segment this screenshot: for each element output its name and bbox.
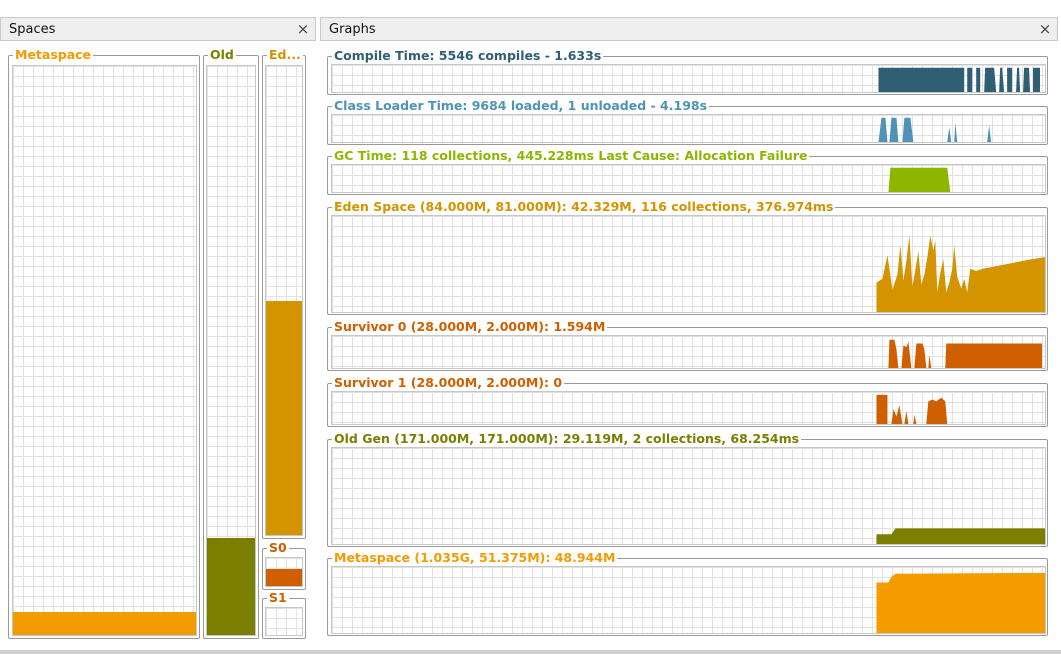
metaspace-chart (876, 572, 1045, 633)
metaspace-graph: Metaspace (1.035G, 51.375M): 48.944M (327, 550, 1048, 636)
survivor-1-chart (876, 394, 948, 424)
class-loader-plot (331, 114, 1046, 143)
old-space-label: Old (208, 47, 236, 63)
old-space-fill (207, 538, 255, 635)
eden-space-label: Ed... (267, 47, 303, 63)
old-gen-area (876, 528, 1045, 544)
eden-space-graph-plot (331, 215, 1046, 313)
gc-time-chart (888, 167, 951, 192)
survivor-1-area (876, 394, 948, 424)
gc-time-plot (331, 164, 1046, 193)
old-gen-graph: Old Gen (171.000M, 171.000M): 29.119M, 2… (327, 431, 1048, 547)
old-space-group: Old (203, 47, 259, 639)
survivor-0-plot (331, 335, 1046, 369)
metaspace-space-plot (12, 65, 197, 636)
class-loader-label: Class Loader Time: 9684 loaded, 1 unload… (332, 98, 710, 114)
class-loader-area (878, 117, 992, 142)
gc-time-label: GC Time: 118 collections, 445.228ms Last… (332, 148, 810, 164)
graphs-panel-header: Graphs × (320, 17, 1058, 41)
eden-space-graph-label: Eden Space (84.000M, 81.000M): 42.329M, … (332, 199, 836, 215)
class-loader-chart (878, 117, 992, 142)
s0-space-plot (265, 557, 303, 587)
compile-time-plot (331, 64, 1046, 93)
eden-space-graph: Eden Space (84.000M, 81.000M): 42.329M, … (327, 199, 1048, 315)
old-gen-label: Old Gen (171.000M, 171.000M): 29.119M, 2… (332, 431, 802, 447)
window-bottom-border (0, 650, 1061, 654)
old-space-plot (206, 65, 256, 636)
compile-time-chart (878, 67, 1041, 92)
spaces-panel-header: Spaces × (0, 17, 316, 41)
graphs-panel-title: Graphs (329, 21, 376, 37)
old-gen-plot (331, 447, 1046, 545)
metaspace-space-fill (13, 612, 196, 635)
metaspace-space-group: Metaspace (8, 47, 200, 639)
eden-space-fill (266, 300, 302, 535)
survivor-1-plot (331, 391, 1046, 425)
eden-space-chart (876, 235, 1045, 312)
s0-space-group: S0 (262, 540, 306, 590)
old-gen-chart (876, 528, 1045, 544)
s0-space-label: S0 (267, 540, 289, 556)
survivor-0-area (888, 339, 1043, 368)
s1-space-group: S1 (262, 590, 306, 639)
close-icon[interactable]: × (1038, 20, 1052, 38)
s1-space-plot (265, 607, 303, 636)
compile-time-graph: Compile Time: 5546 compiles - 1.633s (327, 48, 1048, 95)
close-icon[interactable]: × (296, 20, 310, 38)
metaspace-graph-label: Metaspace (1.035G, 51.375M): 48.944M (332, 550, 618, 566)
class-loader-graph: Class Loader Time: 9684 loaded, 1 unload… (327, 98, 1048, 145)
metaspace-space-label: Metaspace (13, 47, 94, 63)
spaces-panel-title: Spaces (9, 21, 56, 37)
eden-space-group: Ed... (262, 47, 306, 539)
survivor-0-graph: Survivor 0 (28.000M, 2.000M): 1.594M (327, 319, 1048, 371)
eden-space-plot (265, 65, 303, 536)
metaspace-area (876, 572, 1045, 633)
gc-time-area (888, 167, 951, 192)
compile-time-label: Compile Time: 5546 compiles - 1.633s (332, 48, 604, 64)
survivor-0-chart (888, 339, 1043, 368)
survivor-0-label: Survivor 0 (28.000M, 2.000M): 1.594M (332, 319, 608, 335)
s0-space-fill (266, 569, 302, 586)
survivor-1-graph: Survivor 1 (28.000M, 2.000M): 0 (327, 375, 1048, 427)
compile-time-area (878, 67, 1041, 92)
metaspace-graph-plot (331, 566, 1046, 634)
survivor-1-label: Survivor 1 (28.000M, 2.000M): 0 (332, 375, 565, 391)
s1-space-label: S1 (267, 590, 289, 606)
gc-time-graph: GC Time: 118 collections, 445.228ms Last… (327, 148, 1048, 195)
eden-space-area (876, 235, 1045, 312)
